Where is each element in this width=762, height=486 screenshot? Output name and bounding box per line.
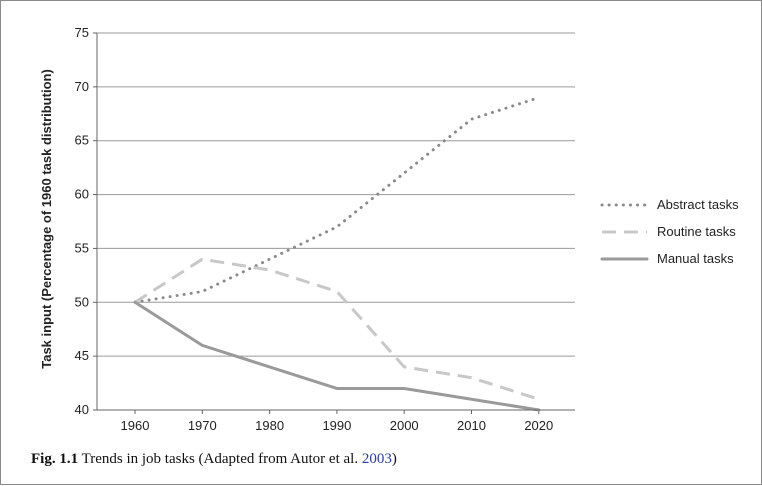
caption-year-link[interactable]: 2003 [361,451,392,467]
figure-caption: Fig. 1.1 Trends in job tasks (Adapted fr… [31,451,397,468]
y-axis-label: Task input (Percentage of 1960 task dist… [39,69,54,369]
y-tick-label-45: 45 [75,348,89,363]
x-tick-label-2000: 2000 [390,418,419,433]
caption-text: Trends in job tasks (Adapted from Autor … [81,451,359,467]
y-tick-label-75: 75 [75,25,89,40]
y-axis-ticks: 40 45 50 55 60 65 70 75 [75,25,97,417]
grid-lines [97,32,575,411]
x-tick-label-2010: 2010 [457,418,486,433]
x-tick-label-2020: 2020 [524,418,553,433]
y-tick-label-60: 60 [75,187,89,202]
legend-label-abstract-tasks: Abstract tasks [657,197,739,212]
legend-label-manual-tasks: Manual tasks [657,251,734,266]
x-tick-label-1980: 1980 [255,418,284,433]
y-tick-label-50: 50 [75,294,89,309]
y-tick-label-55: 55 [75,240,89,255]
x-tick-label-1960: 1960 [121,418,150,433]
series-lines [133,96,541,412]
series-line-manual-tasks [133,300,541,412]
x-tick-label-1970: 1970 [188,418,217,433]
caption-close: ) [391,451,397,467]
series-line-routine-tasks [134,257,540,401]
x-tick-label-1990: 1990 [322,418,351,433]
legend-label-routine-tasks: Routine tasks [657,224,736,239]
axes [96,33,575,411]
y-tick-label-40: 40 [75,402,89,417]
y-tick-label-65: 65 [75,133,89,148]
legend: Abstract tasks Routine tasks Manual tasks [600,197,739,266]
y-tick-label-70: 70 [75,79,89,94]
x-axis-ticks: 1960 1970 1980 1990 2000 2010 2020 [121,410,553,433]
caption-label: Fig. 1.1 [31,451,79,467]
series-line-abstract-tasks [133,96,541,304]
